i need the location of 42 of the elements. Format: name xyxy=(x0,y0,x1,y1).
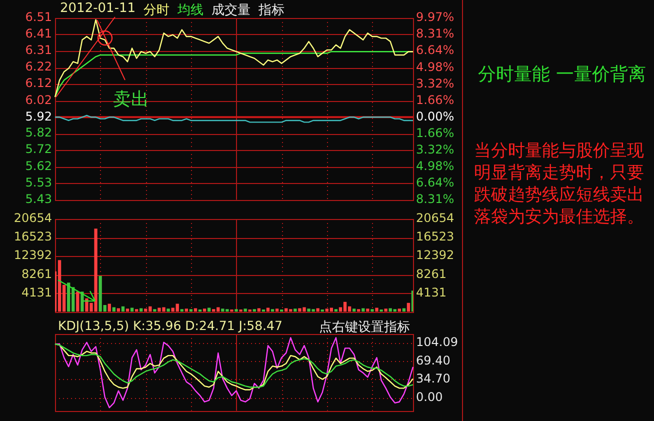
text: 均线 xyxy=(178,2,204,19)
y-tick-label: 5.53 xyxy=(25,175,52,190)
y-tick-label: 16523 xyxy=(14,230,52,244)
y-tick-label: 6.31 xyxy=(25,43,52,58)
y-tick-label: 69.40 xyxy=(416,353,450,368)
y-tick-label: 104.09 xyxy=(416,335,458,350)
y-tick-label: 0.00 xyxy=(416,390,443,404)
y-tick-label: 5.92 xyxy=(25,109,52,124)
y2-tick-label: 4.98% xyxy=(416,158,454,173)
y-tick-label: 6.41 xyxy=(25,26,52,41)
chart-title: KDJ(13,5,5) K:35.96 D:24.71 J:58.47 xyxy=(58,318,282,333)
text: 分时量能 一量价背离 xyxy=(477,63,647,86)
y2-tick-label: 6.64% xyxy=(416,43,454,58)
y2-tick-label: 1.66% xyxy=(416,126,454,140)
y-tick-label: 6.02 xyxy=(25,92,52,107)
chart-title: 2012-01-11 xyxy=(60,1,136,18)
series-label: 分时 xyxy=(144,2,170,19)
text: 成交量 xyxy=(212,2,251,19)
y2-tick-label: 0.00% xyxy=(416,109,454,124)
y2-tick-label: 3.32% xyxy=(416,142,454,156)
y2-tick-label: 8.31% xyxy=(416,26,454,41)
y-tick-label: 5.43 xyxy=(25,192,52,206)
y-tick-label: 12392 xyxy=(14,248,52,262)
y2-tick-label: 9.97% xyxy=(416,10,454,24)
y-tick-label: 6.51 xyxy=(25,10,52,24)
y-tick-label: 34.70 xyxy=(416,372,450,386)
y2-tick-label: 4.98% xyxy=(416,60,454,74)
y2-tick-label: 3.32% xyxy=(416,76,454,90)
text: 指标 xyxy=(258,2,285,19)
text: 当分时量能与股价呈现明显背离走势时，只要跌破趋势线应短线卖出落袋为安为最佳选择。 xyxy=(474,140,645,228)
y-tick-label: 5.72 xyxy=(25,142,52,156)
y-tick-label: 8261 xyxy=(21,266,52,281)
y-tick-label: 20654 xyxy=(14,211,52,226)
y-tick-label: 6.22 xyxy=(25,60,52,74)
y2-tick-label: 6.64% xyxy=(416,175,454,190)
y2-tick-label: 8.31% xyxy=(416,192,454,206)
y-tick-label: 4131 xyxy=(21,285,52,300)
y-tick-label: 5.62 xyxy=(25,158,52,173)
y-tick-label: 6.12 xyxy=(25,76,52,90)
y-tick-label: 5.82 xyxy=(25,126,52,140)
annotation: 点右键设置指标 xyxy=(319,319,410,336)
y2-tick-label: 1.66% xyxy=(416,92,454,107)
